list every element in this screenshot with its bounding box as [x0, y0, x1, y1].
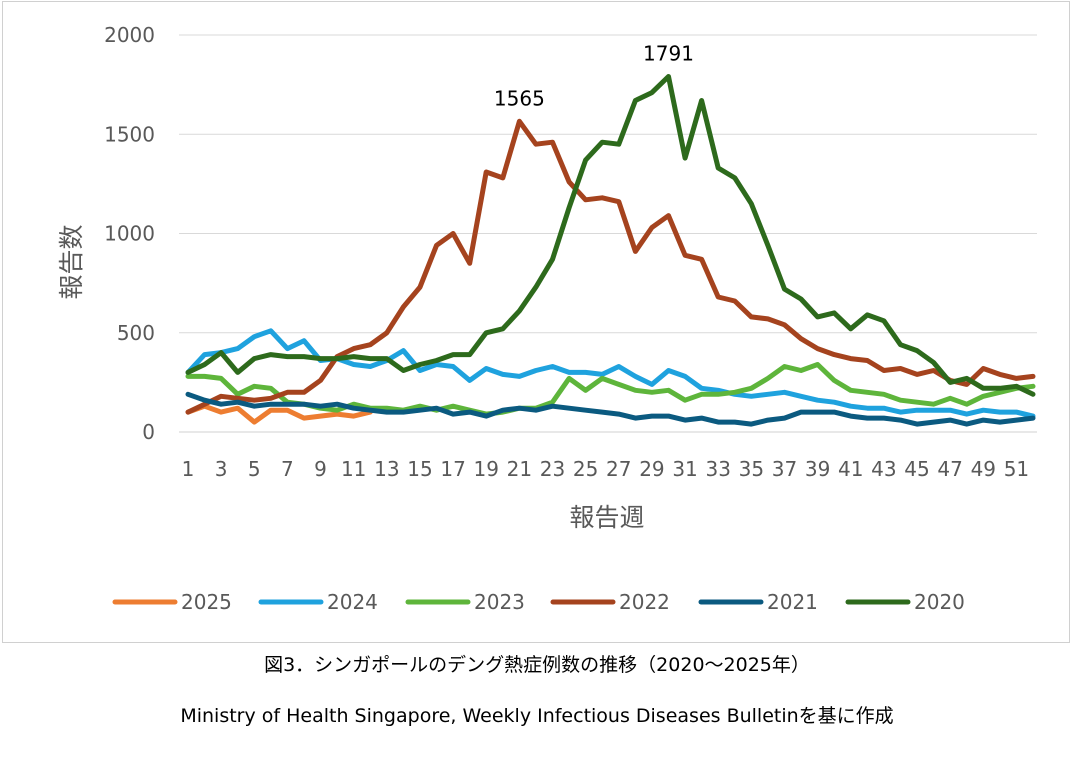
- x-tick-label: 31: [672, 457, 697, 481]
- x-tick-label: 37: [772, 457, 797, 481]
- y-tick-label: 2000: [104, 23, 155, 47]
- legend: 2025 2024 2023 2022 2021 2020: [112, 590, 965, 614]
- x-axis-title: 報告週: [569, 503, 644, 532]
- series-line-2021: [185, 391, 1036, 427]
- y-tick-label: 0: [142, 420, 155, 444]
- y-axis-title: 報告数: [57, 224, 86, 299]
- x-tick-label: 5: [248, 457, 261, 481]
- x-tick-label: 15: [407, 457, 432, 481]
- y-tick-label: 1000: [104, 222, 155, 246]
- figure-caption: 図3．シンガポールのデング熱症例数の推移（2020～2025年）: [264, 654, 810, 676]
- x-tick-label: 23: [540, 457, 565, 481]
- x-tick-label: 47: [937, 457, 962, 481]
- legend-label-2022: 2022: [619, 590, 670, 614]
- x-tick-label: 1: [182, 457, 195, 481]
- chart-area: 0 500 1000 1500 2000 1 3 5 7 9 11 13 15 17 19 21 23 25 27 2…: [2, 1, 1070, 643]
- x-tick-label: 21: [507, 457, 532, 481]
- legend-label-2023: 2023: [474, 590, 525, 614]
- data-labels: 1565 1791: [494, 41, 694, 110]
- x-tick-label: 11: [341, 457, 366, 481]
- series-line-2022: [185, 118, 1036, 415]
- x-tick-label: 25: [573, 457, 598, 481]
- x-tick-label: 39: [805, 457, 830, 481]
- legend-label-2021: 2021: [767, 590, 818, 614]
- x-tick-label: 51: [1004, 457, 1029, 481]
- data-label-2022: 1565: [494, 86, 545, 110]
- legend-label-2025: 2025: [181, 590, 232, 614]
- y-tick-label: 500: [117, 321, 155, 345]
- x-tick-label: 33: [705, 457, 730, 481]
- data-label-2020: 1791: [643, 41, 694, 65]
- x-tick-label: 29: [639, 457, 664, 481]
- x-tick-label: 13: [374, 457, 399, 481]
- x-tick-label: 45: [904, 457, 929, 481]
- series-lines: [185, 74, 1036, 427]
- x-tick-label: 3: [215, 457, 228, 481]
- series-line-2023: [185, 362, 1036, 417]
- legend-label-2024: 2024: [327, 590, 378, 614]
- x-tick-label: 27: [606, 457, 631, 481]
- x-tick-label: 7: [281, 457, 294, 481]
- x-tick-label: 43: [871, 457, 896, 481]
- source-note: Ministry of Health Singapore, Weekly Inf…: [180, 705, 894, 727]
- x-tick-label: 41: [838, 457, 863, 481]
- x-tick-label: 35: [739, 457, 764, 481]
- x-tick-label: 19: [474, 457, 499, 481]
- series-line-2020: [185, 74, 1036, 397]
- series-line-2025: [185, 403, 373, 425]
- x-tick-label: 17: [440, 457, 465, 481]
- x-tick-label: 49: [971, 457, 996, 481]
- legend-label-2020: 2020: [914, 590, 965, 614]
- x-tick-label: 9: [314, 457, 327, 481]
- y-tick-label: 1500: [104, 122, 155, 146]
